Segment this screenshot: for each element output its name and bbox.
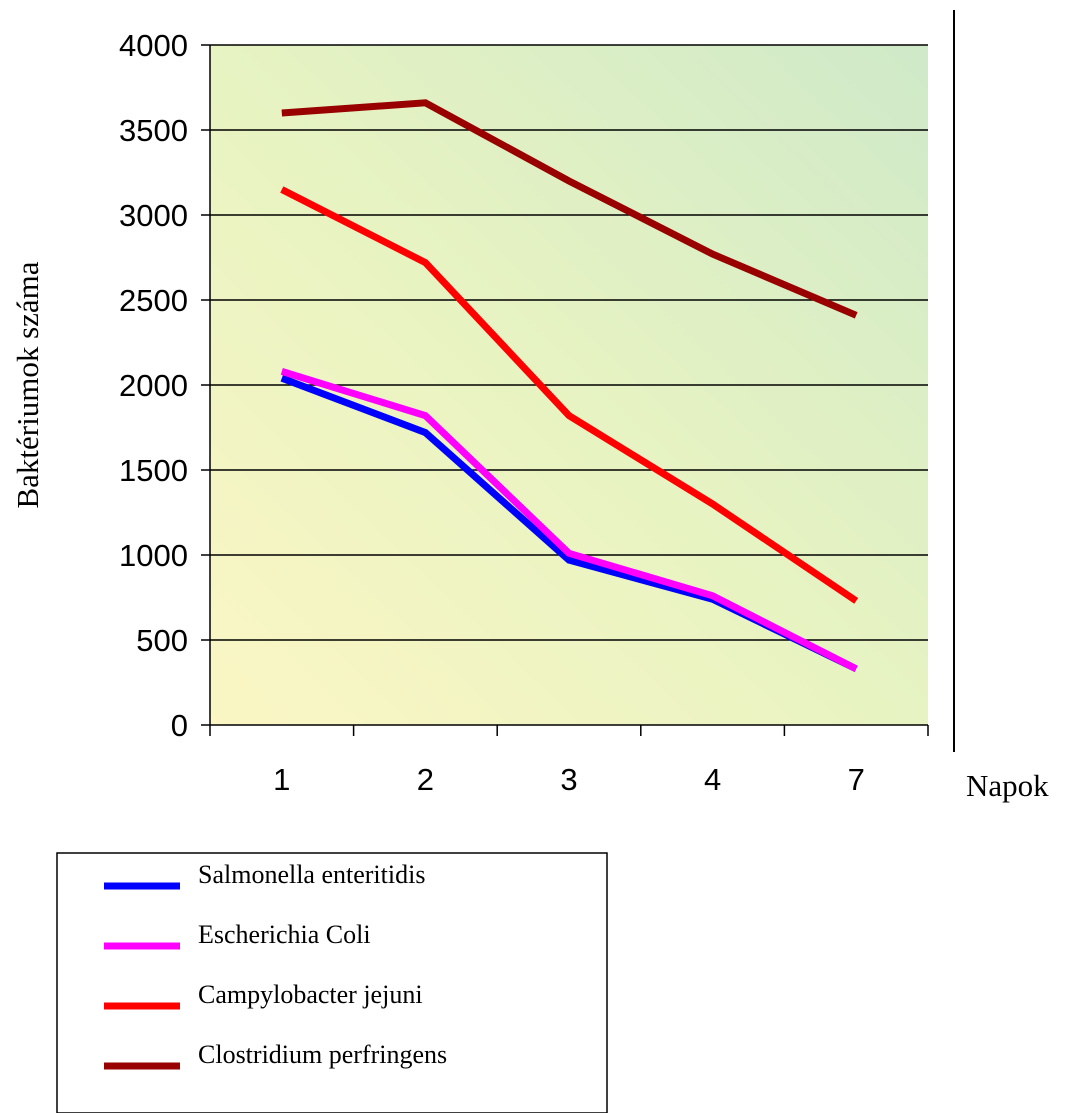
series-lines — [280, 99, 859, 673]
y-tick-label: 1500 — [119, 453, 188, 488]
legend-label-campylobacter-jejuni: Campylobacter jejuni — [198, 980, 423, 1009]
x-tick-label: 1 — [273, 762, 290, 797]
x-tick-label: 2 — [417, 762, 434, 797]
legend-label-escherichia-coli: Escherichia Coli — [198, 920, 371, 949]
series-line-clostridium-perfringens — [281, 99, 858, 319]
y-tick-label: 4000 — [119, 28, 188, 63]
y-tick-label: 1000 — [119, 538, 188, 573]
y-tick-label: 500 — [136, 623, 188, 658]
legend-box — [56, 852, 608, 1113]
y-tick-label: 2000 — [119, 368, 188, 403]
x-axis: 1 2 3 4 7 — [209, 724, 929, 797]
legend: Salmonella enteritidis Escherichia Coli Ca… — [56, 852, 608, 1113]
y-tick-label: 2500 — [119, 283, 188, 318]
y-tick-label: 0 — [171, 708, 188, 743]
series-line-escherichia-coli — [280, 368, 858, 673]
y-axis-label: Baktériumok száma — [10, 261, 45, 508]
legend-label-clostridium-perfringens: Clostridium perfringens — [198, 1040, 447, 1069]
y-axis: 0 500 1000 1500 2000 2500 3000 3500 4000 — [119, 28, 211, 743]
y-tick-label: 3500 — [119, 113, 188, 148]
series-line-campylobacter-jejuni — [280, 186, 859, 604]
legend-label-salmonella-enteritidis: Salmonella enteritidis — [198, 860, 425, 889]
x-axis-label: Napok — [966, 768, 1049, 803]
x-tick-label: 4 — [704, 762, 721, 797]
x-tick-label: 3 — [560, 762, 577, 797]
x-tick-label: 7 — [848, 762, 865, 797]
y-tick-label: 3000 — [119, 198, 188, 233]
